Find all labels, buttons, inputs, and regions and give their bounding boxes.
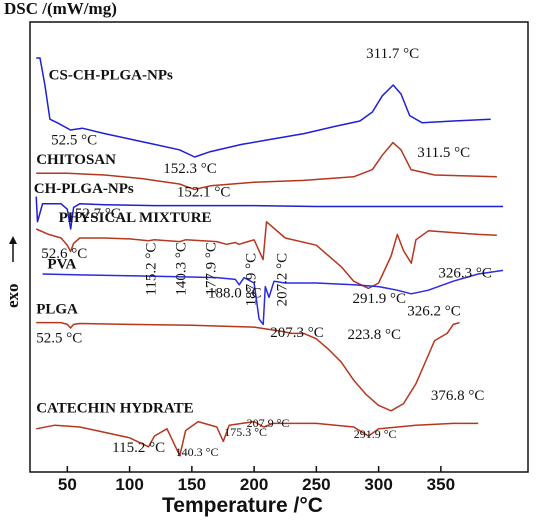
peak-annotation: 175.3 °C	[224, 425, 267, 439]
peak-annotation: 115.2 °C	[144, 243, 160, 296]
peak-annotation: 52.7 °C	[75, 206, 121, 222]
peak-annotation: 187.9 °C	[243, 253, 259, 307]
x-tick-label: 250	[302, 475, 330, 494]
x-tick-label: 350	[427, 475, 455, 494]
peak-annotation: 52.6 °C	[41, 246, 87, 262]
peak-annotation: 52.5 °C	[36, 330, 82, 346]
peak-annotation: 177.9 °C	[204, 242, 220, 296]
peak-annotations: 311.7 °C 52.5 °C 152.3 °C 311.5 °C 152.1 °C 5…	[36, 46, 492, 459]
peak-annotation: 311.7 °C	[366, 46, 419, 62]
curve-label: CH-PLGA-NPs	[34, 181, 134, 197]
exo-arrow-head	[9, 236, 17, 244]
series-line-plga	[36, 321, 460, 412]
chart-y-axis-title: DSC /(mW/mg)	[4, 0, 117, 18]
peak-annotation: 152.3 °C	[163, 161, 217, 177]
peak-annotation: 207.3 °C	[270, 325, 324, 341]
curve-label: PHYSICAL MIXTURE	[59, 210, 212, 226]
dsc-curves	[35, 57, 504, 457]
series-line-ch-plga-nps	[35, 196, 504, 230]
peak-annotation: 291.9 °C	[352, 291, 406, 307]
peak-annotation: 291.9 °C	[354, 427, 397, 441]
peak-annotation: 376.8 °C	[431, 388, 485, 404]
series-line-physical-mixture	[35, 221, 497, 290]
peak-annotation: 152.1 °C	[177, 185, 231, 201]
peak-annotation: 326.3 °C	[438, 266, 492, 282]
exo-indicator: exo	[3, 236, 22, 308]
curve-label: CHITOSAN	[36, 152, 116, 168]
exo-label: exo	[3, 283, 22, 308]
series-line-chitosan	[36, 141, 497, 191]
series-line-catechin-hydrate	[36, 420, 479, 457]
peak-annotation: 140.3 °C	[174, 242, 190, 296]
chart-x-axis-title: Temperature /°C	[162, 494, 323, 517]
peak-annotation: 326.2 °C	[407, 303, 461, 319]
x-tick-label: 300	[364, 475, 392, 494]
x-tick-label: 150	[178, 475, 206, 494]
curve-labels: CS-CH-PLGA-NPs CHITOSAN CH-PLGA-NPs PHYSICA…	[34, 68, 212, 417]
peak-annotation: 207.2 °C	[275, 253, 291, 307]
plot-frame	[29, 21, 529, 473]
curve-label: CATECHIN HYDRATE	[36, 401, 193, 417]
peak-annotation: 311.5 °C	[417, 145, 470, 161]
curve-label: PVA	[47, 257, 76, 273]
curve-label: PLGA	[36, 302, 78, 318]
x-tick-label: 50	[58, 475, 77, 494]
series-line-pva	[42, 269, 504, 326]
series-line-cs-ch-plga-nps	[36, 57, 491, 158]
peak-annotation: 223.8 °C	[347, 327, 401, 343]
x-axis-ticks: 50 100 150 200 250 300 350	[58, 466, 455, 494]
x-tick-label: 100	[115, 475, 143, 494]
peak-annotation: 140.3 °C	[176, 445, 219, 459]
x-tick-label: 200	[240, 475, 268, 494]
curve-label: CS-CH-PLGA-NPs	[49, 68, 173, 84]
peak-annotation: 188.0 °C	[208, 285, 262, 301]
peak-annotation: 207.9 °C	[247, 416, 290, 430]
peak-annotation: 52.5 °C	[51, 132, 97, 148]
peak-annotation: 115.2 °C	[112, 440, 165, 456]
